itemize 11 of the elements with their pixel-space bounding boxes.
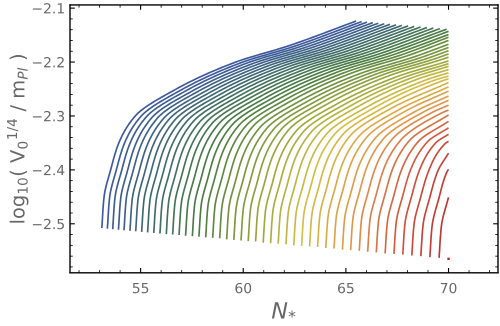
- y-axis-title: log$_{10}$( V$_{0}$$^{1/4}$ / m$_{Pl}$ ): [7, 55, 28, 223]
- x-tick-label: 60: [235, 282, 252, 294]
- x-axis-title: N$_{*}$: [272, 302, 296, 318]
- x-tick-label: 65: [338, 282, 354, 294]
- y-tick-label: −2.1: [32, 3, 64, 14]
- y-tick-label: −2.5: [32, 218, 64, 230]
- y-tick-label: −2.4: [32, 164, 64, 176]
- x-tick-label: 55: [132, 283, 148, 294]
- x-tick-label: 70: [440, 282, 456, 294]
- y-tick-label: −2.2: [32, 57, 64, 68]
- y-tick-label: −2.3: [32, 110, 64, 122]
